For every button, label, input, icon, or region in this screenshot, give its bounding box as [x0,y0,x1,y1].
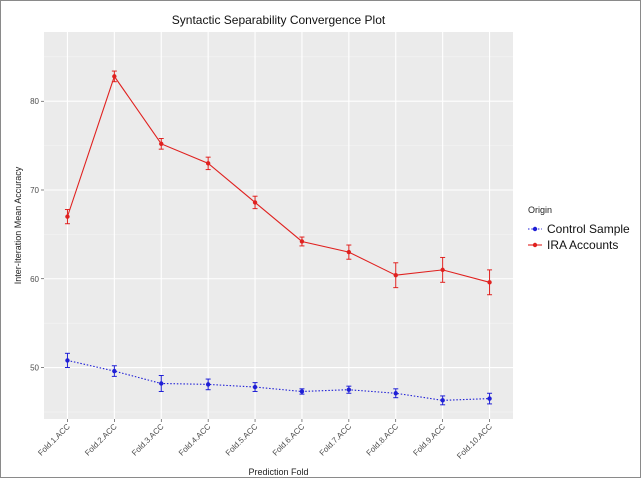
data-point [440,398,445,403]
data-point [159,381,164,386]
x-tick-label: Fold.8.ACC [365,422,401,458]
data-point [346,249,352,255]
y-tick-label: 60 [30,275,39,284]
x-tick-label: Fold.5.ACC [224,422,260,458]
data-point [346,387,352,392]
x-tick-label: Fold.4.ACC [177,422,213,458]
x-tick-label: Fold.1.ACC [36,422,72,458]
legend-key-point [532,242,538,248]
plot-panel [44,32,513,419]
y-tick-label: 80 [30,97,39,106]
chart-title: Syntactic Separability Convergence Plot [172,13,386,27]
series-control-sample [64,352,493,406]
legend-title: Origin [528,205,552,215]
data-point [112,368,117,374]
data-point [393,273,398,278]
data-point [299,239,305,244]
data-point [112,74,117,79]
data-point [440,267,445,273]
y-tick-label: 50 [30,364,39,373]
series-ira-accounts [64,70,493,296]
y-tick-label: 70 [30,186,39,195]
data-point [487,280,492,285]
x-axis-title: Prediction Fold [248,467,308,477]
data-point [252,384,258,390]
x-tick-label: Fold.3.ACC [130,422,166,458]
data-point [65,214,70,219]
x-tick-label: Fold.9.ACC [411,422,447,458]
series-line [66,75,490,283]
x-tick-label: Fold.7.ACC [318,422,354,458]
data-point [205,161,211,166]
x-tick-label: Fold.10.ACC [455,422,494,461]
data-point [252,200,258,205]
legend-key-point [532,226,538,232]
legend: Origin Control Sample IRA Accounts [528,205,630,252]
data-point [205,382,211,387]
y-axis-title: Inter-Iteration Mean Accuracy [13,166,23,284]
legend-label: Control Sample [547,222,630,236]
x-tick-label: Fold.2.ACC [83,422,119,458]
legend-label: IRA Accounts [547,238,618,252]
data-point [159,141,164,147]
data-point [65,358,70,363]
series-layer [64,70,493,406]
data-point [393,391,398,396]
data-point [487,396,492,401]
data-point [299,389,305,394]
x-tick-label: Fold.6.ACC [271,422,307,458]
